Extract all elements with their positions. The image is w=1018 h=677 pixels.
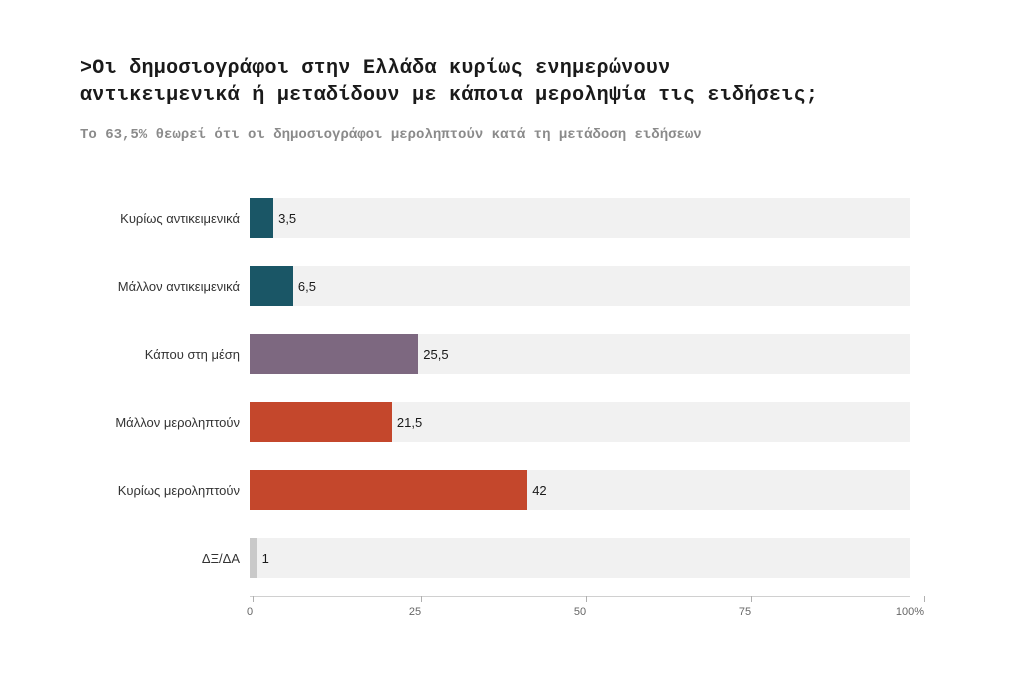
chart-plot-area: Κυρίως αντικειμενικά3,5 Μάλλον αντικειμεν… <box>250 198 910 616</box>
category-label: Κυρίως αντικειμενικά <box>70 211 250 226</box>
bar <box>250 266 293 306</box>
tick-mark <box>586 596 587 602</box>
tick-label: 0 <box>247 606 253 618</box>
bar-value-label: 6,5 <box>293 266 316 306</box>
chart-container: >Οι δημοσιογράφοι στην Ελλάδα κυρίως ενη… <box>0 0 1018 656</box>
bar-row: Κάπου στη μέση25,5 <box>250 334 910 374</box>
tick-label: 75 <box>739 606 751 618</box>
category-label: Κυρίως μεροληπτούν <box>70 483 250 498</box>
bar-value-label: 3,5 <box>273 198 296 238</box>
bar-track: 1 <box>250 538 910 578</box>
x-axis-tick: 0 <box>250 596 256 618</box>
tick-label: 50 <box>574 606 586 618</box>
x-axis: 0255075100% <box>250 596 910 616</box>
category-label: Μάλλον αντικειμενικά <box>70 279 250 294</box>
bar-row: ΔΞ/ΔΑ1 <box>250 538 910 578</box>
bar-row: Κυρίως αντικειμενικά3,5 <box>250 198 910 238</box>
bar <box>250 198 273 238</box>
bar-track: 25,5 <box>250 334 910 374</box>
x-axis-tick: 50 <box>580 596 592 618</box>
chart-subtitle: Το 63,5% θεωρεί ότι οι δημοσιογράφοι μερ… <box>80 127 938 143</box>
bar-row: Μάλλον αντικειμενικά6,5 <box>250 266 910 306</box>
bar <box>250 538 257 578</box>
bar-track: 3,5 <box>250 198 910 238</box>
tick-mark <box>924 596 925 602</box>
bar <box>250 470 527 510</box>
x-axis-tick: 100% <box>910 596 938 618</box>
bar-track: 42 <box>250 470 910 510</box>
bar-value-label: 1 <box>257 538 269 578</box>
x-axis-tick: 75 <box>745 596 757 618</box>
bar-value-label: 25,5 <box>418 334 448 374</box>
tick-label: 100% <box>896 606 924 618</box>
bar-row: Μάλλον μεροληπτούν21,5 <box>250 402 910 442</box>
bar <box>250 402 392 442</box>
tick-mark <box>253 596 254 602</box>
x-axis-tick: 25 <box>415 596 427 618</box>
bar-value-label: 21,5 <box>392 402 422 442</box>
bar <box>250 334 418 374</box>
bar-track: 21,5 <box>250 402 910 442</box>
tick-mark <box>751 596 752 602</box>
chart-title: >Οι δημοσιογράφοι στην Ελλάδα κυρίως ενη… <box>80 55 938 109</box>
category-label: ΔΞ/ΔΑ <box>70 551 250 566</box>
bar-track: 6,5 <box>250 266 910 306</box>
category-label: Μάλλον μεροληπτούν <box>70 415 250 430</box>
tick-label: 25 <box>409 606 421 618</box>
tick-mark <box>421 596 422 602</box>
bar-row: Κυρίως μεροληπτούν42 <box>250 470 910 510</box>
bar-value-label: 42 <box>527 470 546 510</box>
category-label: Κάπου στη μέση <box>70 347 250 362</box>
